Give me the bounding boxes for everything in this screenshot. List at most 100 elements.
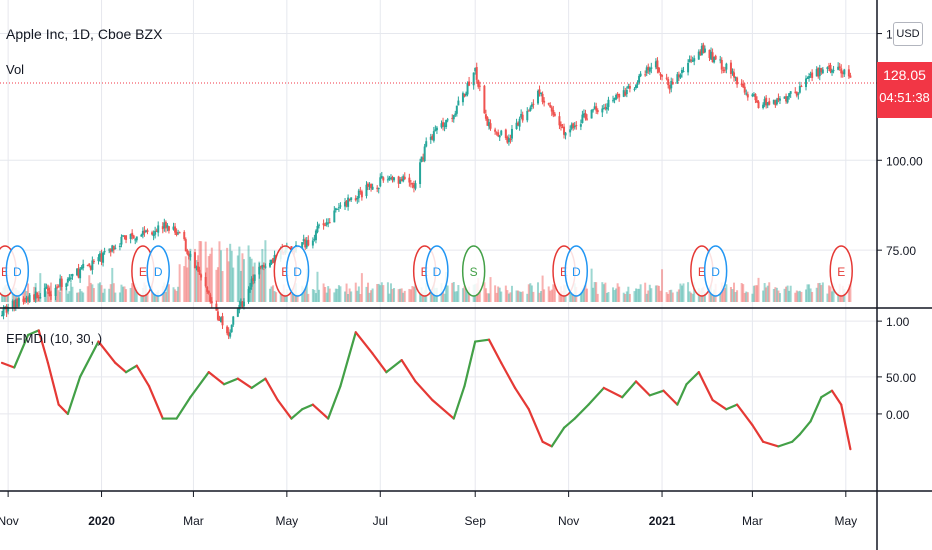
volume-bar	[109, 284, 112, 302]
volume-bar	[316, 271, 319, 302]
candle-body	[515, 122, 518, 130]
candle-body	[445, 119, 448, 128]
volume-bar	[121, 286, 124, 302]
volume-bar	[370, 290, 373, 302]
candle-body	[82, 263, 85, 269]
candle-body	[92, 260, 95, 262]
candle-body	[826, 67, 829, 69]
candle-body	[327, 222, 330, 224]
candle-body	[831, 70, 834, 73]
volume-bar	[337, 285, 340, 302]
candle-body	[841, 72, 844, 74]
candle-body	[775, 99, 778, 105]
indicator-segment-down	[371, 352, 388, 374]
volume-bar	[616, 283, 619, 302]
volume-bar	[622, 292, 625, 302]
volume-bar	[601, 282, 604, 302]
candle-body	[209, 294, 212, 302]
candle-body	[109, 249, 112, 253]
indicator-segment-down	[431, 398, 455, 420]
volume-bar	[676, 291, 679, 302]
volume-bar	[377, 283, 380, 302]
volume-bar	[677, 289, 680, 302]
volume-bar	[659, 290, 662, 302]
symbol-legend[interactable]: Apple Inc, 1D, Cboe BZX	[6, 26, 163, 42]
candle-body	[419, 162, 422, 184]
volume-bar	[486, 293, 489, 302]
candle-body	[232, 316, 235, 325]
indicator-segment-up	[820, 389, 834, 399]
volume-bar	[789, 285, 792, 302]
candle-body	[206, 287, 209, 292]
volume-bar	[411, 286, 414, 302]
candle-body	[762, 104, 765, 109]
volume-bar	[500, 291, 503, 302]
currency-button[interactable]: USD	[893, 22, 923, 46]
candle-body	[97, 257, 100, 262]
candle-body	[659, 73, 662, 76]
candle-body	[763, 98, 766, 106]
volume-bar	[729, 286, 732, 302]
candle-body	[817, 67, 820, 77]
volume-bar	[569, 289, 572, 302]
indicator-segment-down	[602, 386, 624, 399]
volume-bar	[86, 286, 89, 302]
candle-body	[367, 183, 370, 187]
candle-body	[131, 232, 134, 237]
volume-bar	[219, 250, 222, 302]
volume-bar	[184, 256, 187, 302]
volume-bar	[66, 293, 69, 302]
time-axis-label: 2021	[649, 514, 676, 528]
candle-body	[434, 129, 437, 131]
volume-bar	[65, 287, 68, 302]
indicator-segment-up	[474, 338, 491, 343]
candle-body	[605, 107, 608, 110]
volume-bar	[344, 291, 347, 302]
candle-body	[440, 123, 443, 128]
candle-body	[13, 301, 16, 307]
volume-bar	[414, 283, 417, 302]
volume-bar	[849, 283, 852, 302]
candle-body	[526, 110, 529, 121]
candle-body	[765, 97, 768, 106]
volume-bar	[360, 273, 363, 302]
volume-bar	[840, 293, 843, 302]
volume-bar	[195, 260, 198, 302]
volume-legend[interactable]: Vol	[6, 62, 25, 77]
indicator-segment-up	[791, 433, 801, 443]
candle-body	[313, 238, 316, 240]
volume-bar	[755, 285, 758, 302]
volume-bar	[584, 282, 587, 302]
candle-body	[474, 67, 477, 72]
event-marker-dividend: D	[146, 245, 170, 297]
candle-body	[446, 119, 449, 121]
candle-body	[146, 230, 149, 232]
volume-bar	[333, 292, 336, 302]
candle-body	[541, 93, 544, 102]
candle-body	[302, 239, 305, 242]
candle-body	[66, 278, 69, 283]
volume-bar	[249, 256, 252, 302]
candle-body	[376, 187, 379, 189]
volume-bar	[422, 292, 425, 302]
volume-bar	[751, 293, 754, 302]
volume-bar	[279, 292, 282, 302]
volume-bar	[172, 287, 175, 302]
indicator-legend[interactable]: EFMDI (10, 30, )	[6, 331, 103, 346]
volume-bar	[495, 292, 498, 302]
candle-body	[135, 236, 138, 241]
candle-body	[17, 298, 20, 307]
volume-bar	[397, 289, 400, 302]
volume-bar	[82, 292, 85, 302]
candle-body	[815, 69, 818, 77]
volume-bar	[650, 288, 653, 302]
volume-bar	[318, 289, 321, 302]
volume-bar	[639, 284, 642, 302]
candle-body	[27, 298, 30, 301]
volume-bar	[270, 286, 273, 302]
volume-bar	[215, 269, 218, 302]
volume-bar	[209, 253, 212, 302]
candle-body	[472, 72, 475, 86]
volume-bar	[302, 287, 305, 302]
